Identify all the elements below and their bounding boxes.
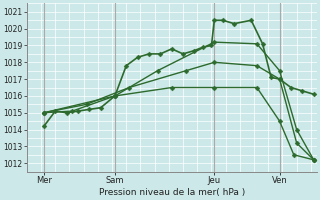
X-axis label: Pression niveau de la mer( hPa ): Pression niveau de la mer( hPa ): [99, 188, 245, 197]
